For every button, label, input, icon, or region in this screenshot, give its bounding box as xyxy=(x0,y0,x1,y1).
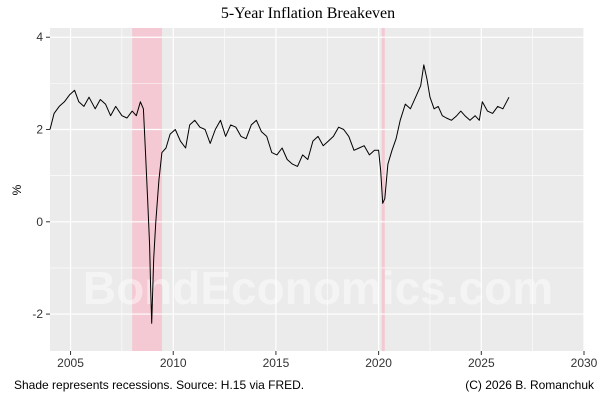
caption-left: Shade represents recessions. Source: H.1… xyxy=(14,378,304,392)
axes: 2005 2010 2015 2020 2025 2030 -2 0 2 4 xyxy=(32,30,597,370)
x-tick-label: 2025 xyxy=(468,356,495,370)
x-tick-label: 2005 xyxy=(57,356,84,370)
y-tick-label: 2 xyxy=(36,123,43,137)
y-tick-label: -2 xyxy=(32,307,43,321)
recession-band xyxy=(381,28,385,351)
series-line xyxy=(49,64,510,324)
x-tick-label: 2020 xyxy=(365,356,392,370)
chart-title: 5-Year Inflation Breakeven xyxy=(221,5,395,22)
x-tick-label: 2030 xyxy=(571,356,598,370)
caption-right: (C) 2026 B. Romanchuk xyxy=(465,378,595,392)
x-tick-label: 2015 xyxy=(263,356,290,370)
x-tick-label: 2010 xyxy=(160,356,187,370)
watermark: BondEconomics.com xyxy=(83,262,553,314)
series-layer xyxy=(49,64,510,324)
y-tick-label: 4 xyxy=(36,30,43,44)
y-tick-label: 0 xyxy=(36,215,43,229)
y-axis-label: % xyxy=(10,184,24,195)
gridlines xyxy=(50,28,585,351)
